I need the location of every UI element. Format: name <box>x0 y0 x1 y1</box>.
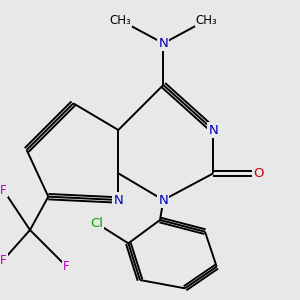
Text: O: O <box>253 167 264 180</box>
Text: CH₃: CH₃ <box>196 14 218 26</box>
Text: N: N <box>158 194 168 206</box>
Text: N: N <box>158 37 168 50</box>
Text: F: F <box>0 254 7 266</box>
Text: F: F <box>0 184 7 196</box>
Text: Cl: Cl <box>90 217 103 230</box>
Text: CH₃: CH₃ <box>109 14 131 26</box>
Text: F: F <box>63 260 70 273</box>
Text: N: N <box>208 124 218 136</box>
Text: N: N <box>113 194 123 206</box>
